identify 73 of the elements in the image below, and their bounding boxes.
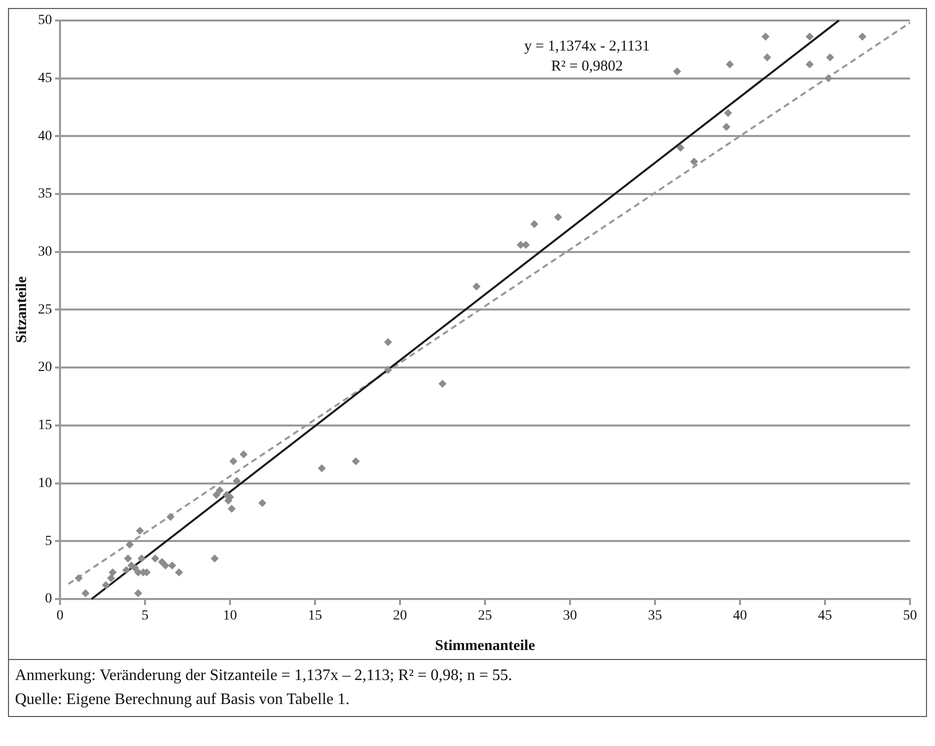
point (175, 568, 183, 576)
point (826, 53, 834, 62)
point (673, 67, 682, 76)
point (108, 568, 117, 576)
point (352, 457, 360, 466)
x-tick-label: 40 (733, 608, 747, 624)
point (228, 504, 236, 513)
point (138, 554, 146, 562)
y-tick-label: 0 (45, 592, 52, 607)
point (722, 122, 730, 131)
x-tick-label: 25 (478, 608, 492, 624)
point (763, 53, 772, 62)
x-tick-label: 5 (142, 608, 148, 624)
y-tick-label: 50 (38, 13, 52, 28)
point (726, 60, 734, 68)
x-tick-label: 20 (393, 608, 407, 624)
y-tick-label: 5 (45, 534, 52, 549)
point (824, 74, 832, 82)
point (124, 554, 132, 562)
point (690, 158, 698, 166)
x-tick-label: 45 (818, 608, 832, 624)
y-axis-title: Sitzanteile (14, 276, 30, 344)
point (216, 486, 224, 494)
point (74, 574, 83, 582)
y-tick-label: 20 (38, 360, 52, 376)
y-tick-label: 25 (38, 302, 52, 318)
point (858, 32, 866, 41)
point (107, 574, 115, 582)
point (318, 464, 326, 472)
point (134, 589, 142, 598)
point (126, 540, 134, 549)
x-tick-label: 50 (903, 608, 917, 624)
y-tick-label: 10 (38, 476, 52, 491)
x-axis-title: Stimmenanteile (435, 638, 536, 654)
point (258, 498, 266, 507)
point (151, 554, 160, 562)
point (136, 526, 144, 535)
y-tick-label: 40 (38, 128, 52, 144)
annotation: R² = 0,9802 (551, 58, 623, 74)
annotation: y = 1,1374x - 2,1131 (524, 38, 650, 54)
point (122, 566, 130, 574)
y-tick-label: 45 (38, 70, 52, 86)
point (168, 561, 176, 570)
source-note: Quelle: Eigene Berechnung auf Basis von Tabelle 1. (15, 690, 350, 710)
point (384, 338, 392, 346)
point (161, 561, 170, 570)
point (212, 490, 220, 499)
point (210, 554, 219, 562)
point (554, 213, 562, 222)
point (438, 380, 446, 388)
x-tick-label: 0 (56, 608, 64, 624)
point (384, 366, 392, 374)
point (472, 282, 480, 291)
point (232, 476, 241, 485)
y-tick-label: 30 (38, 244, 52, 260)
x-tick-label: 10 (223, 608, 237, 624)
point (530, 220, 538, 228)
point (229, 457, 238, 466)
x-tick-label: 15 (308, 608, 322, 624)
x-tick-label: 30 (563, 608, 577, 624)
point (102, 581, 110, 590)
point (676, 144, 684, 152)
point (806, 32, 814, 41)
point (806, 60, 814, 68)
y-tick-label: 35 (38, 186, 52, 202)
point (82, 589, 90, 598)
point (166, 512, 174, 521)
point (240, 450, 248, 458)
point (762, 32, 770, 41)
point (724, 108, 732, 117)
text: Anmerkung: Veränderung der Sitzanteile = 1,137x – 2,113; R² = 0,98; n = 55. (15, 666, 514, 686)
x-tick-label: 35 (648, 608, 662, 624)
y-tick-label: 15 (38, 418, 52, 434)
